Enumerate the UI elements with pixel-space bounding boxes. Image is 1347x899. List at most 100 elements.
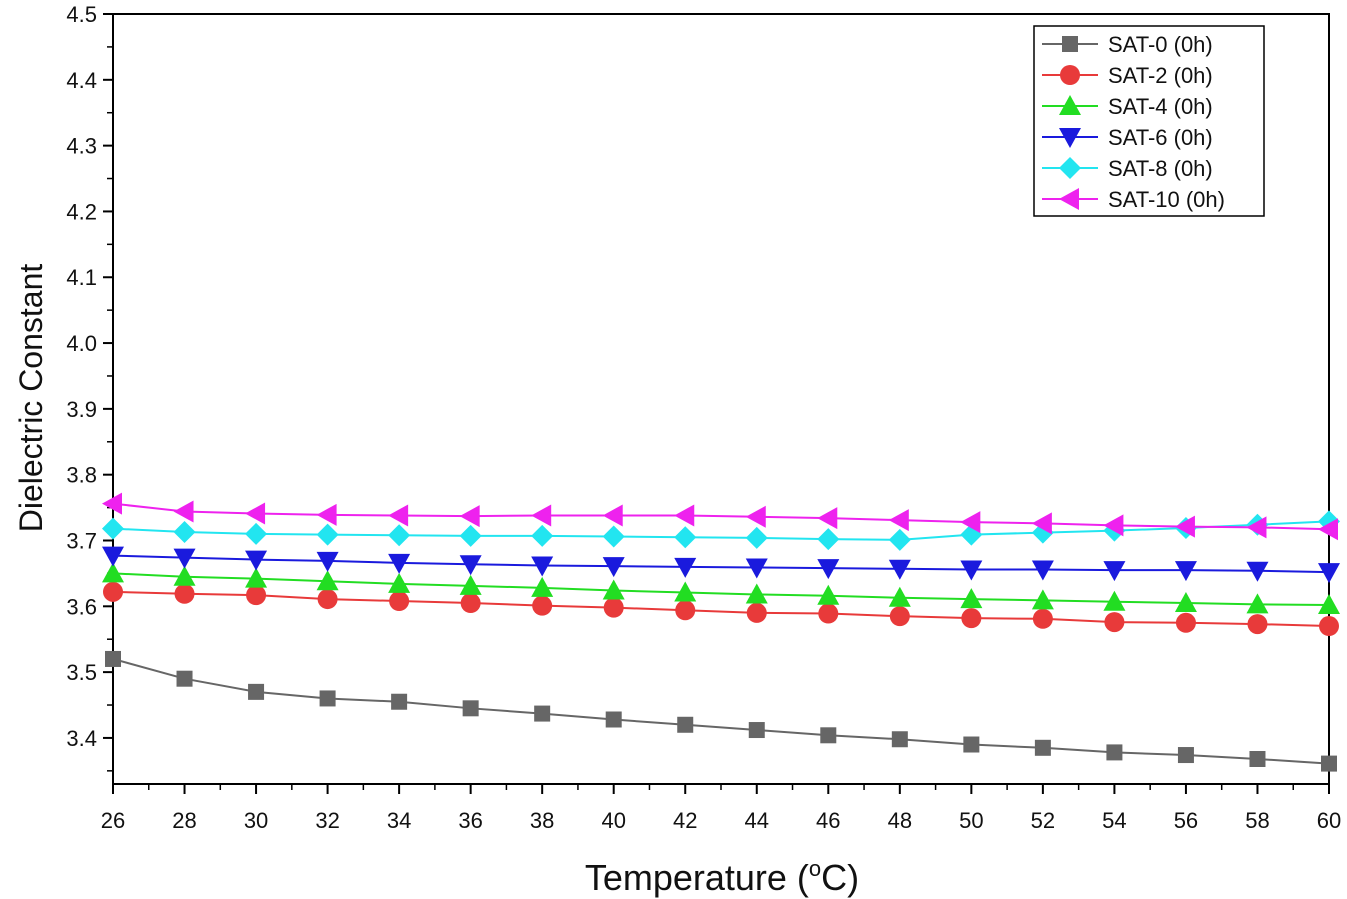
data-point [1104, 612, 1125, 633]
data-point [963, 736, 980, 753]
data-point [245, 550, 268, 571]
data-point [459, 505, 480, 528]
data-point [891, 731, 908, 748]
data-point [888, 509, 909, 532]
legend-label: SAT-6 (0h) [1108, 125, 1213, 150]
legend-swatch-marker [1059, 95, 1081, 115]
data-point [817, 528, 840, 551]
series-6 [102, 492, 1338, 541]
data-point [1246, 593, 1269, 614]
data-point [960, 588, 983, 609]
y-tick-label: 3.7 [66, 528, 97, 553]
x-tick-label: 52 [1031, 808, 1055, 833]
data-point [888, 559, 911, 580]
data-point [531, 576, 554, 597]
series-line [112, 502, 1330, 531]
x-tick-label: 38 [530, 808, 554, 833]
data-point [602, 579, 625, 600]
legend-label: SAT-4 (0h) [1108, 94, 1213, 119]
data-point [674, 557, 697, 578]
y-axis-ticks: 3.4 3.5 3.6 3.7 3.8 3.9 4.0 4.1 4.2 4.3 4.4 4.5 [66, 2, 113, 772]
data-point [748, 722, 765, 739]
data-point [745, 583, 768, 604]
x-tick-label: 46 [816, 808, 840, 833]
data-point [1031, 589, 1054, 610]
data-point [817, 584, 840, 605]
data-point [388, 504, 409, 527]
data-point [173, 520, 196, 543]
data-point [888, 528, 911, 551]
x-tick-label: 58 [1245, 808, 1269, 833]
data-point [173, 500, 194, 523]
x-tick-label: 42 [673, 808, 697, 833]
x-axis-title: Temperature (oC) [585, 856, 859, 898]
data-point [105, 650, 121, 667]
data-point [316, 551, 339, 572]
data-point [745, 558, 768, 579]
x-tick-label: 54 [1102, 808, 1126, 833]
data-point [602, 525, 625, 548]
data-point [1319, 616, 1339, 637]
data-point [1318, 518, 1338, 541]
data-point [888, 586, 911, 607]
data-point [602, 504, 623, 527]
data-point [534, 705, 551, 722]
data-point [674, 526, 697, 549]
x-tick-label: 44 [745, 808, 769, 833]
data-point [1318, 593, 1340, 614]
data-point [1031, 560, 1054, 581]
data-point [246, 585, 267, 606]
data-point [1103, 514, 1124, 537]
series-layer [102, 492, 1340, 772]
x-tick-label: 26 [101, 808, 125, 833]
data-point [316, 523, 339, 546]
data-point [1247, 614, 1268, 635]
series-2 [103, 581, 1339, 637]
x-tick-label: 30 [244, 808, 268, 833]
series-line [112, 657, 1330, 765]
data-point [961, 608, 982, 629]
data-point [960, 511, 981, 534]
legend-label: SAT-8 (0h) [1108, 156, 1213, 181]
legend-label: SAT-2 (0h) [1108, 63, 1213, 88]
y-tick-label: 3.4 [66, 726, 97, 751]
data-point [462, 700, 479, 717]
x-tick-label: 32 [315, 808, 339, 833]
data-point [102, 562, 124, 583]
legend-item: SAT-0 (0h) [1042, 32, 1213, 57]
legend-label: SAT-0 (0h) [1108, 32, 1213, 57]
legend-swatch-marker [1059, 188, 1079, 210]
data-point [532, 595, 553, 616]
data-point [316, 503, 337, 526]
legend-item: SAT-4 (0h) [1042, 94, 1213, 119]
data-point [675, 600, 696, 621]
data-point [1034, 739, 1051, 756]
data-point [1174, 561, 1197, 582]
series-line [112, 590, 1330, 628]
data-point [103, 581, 123, 602]
data-point [1318, 563, 1340, 584]
x-tick-label: 50 [959, 808, 983, 833]
data-point [1249, 750, 1266, 767]
data-point [173, 548, 196, 569]
legend-swatch-marker [1060, 65, 1080, 85]
data-point [173, 565, 196, 586]
data-point [1246, 516, 1267, 539]
data-point [460, 593, 481, 614]
data-point [388, 572, 411, 593]
data-point [316, 570, 339, 591]
y-tick-label: 4.4 [66, 68, 97, 93]
x-tick-label: 60 [1317, 808, 1341, 833]
series-line [112, 520, 1330, 541]
data-point [1032, 608, 1053, 629]
data-point [745, 505, 766, 528]
y-tick-label: 4.1 [66, 265, 97, 290]
x-tick-label: 36 [458, 808, 482, 833]
data-point [531, 504, 552, 527]
data-point [319, 690, 336, 707]
legend-item: SAT-6 (0h) [1042, 125, 1213, 150]
x-tick-label: 34 [387, 808, 411, 833]
data-point [459, 574, 482, 595]
legend-swatch-marker [1059, 157, 1081, 179]
data-point [248, 683, 265, 700]
